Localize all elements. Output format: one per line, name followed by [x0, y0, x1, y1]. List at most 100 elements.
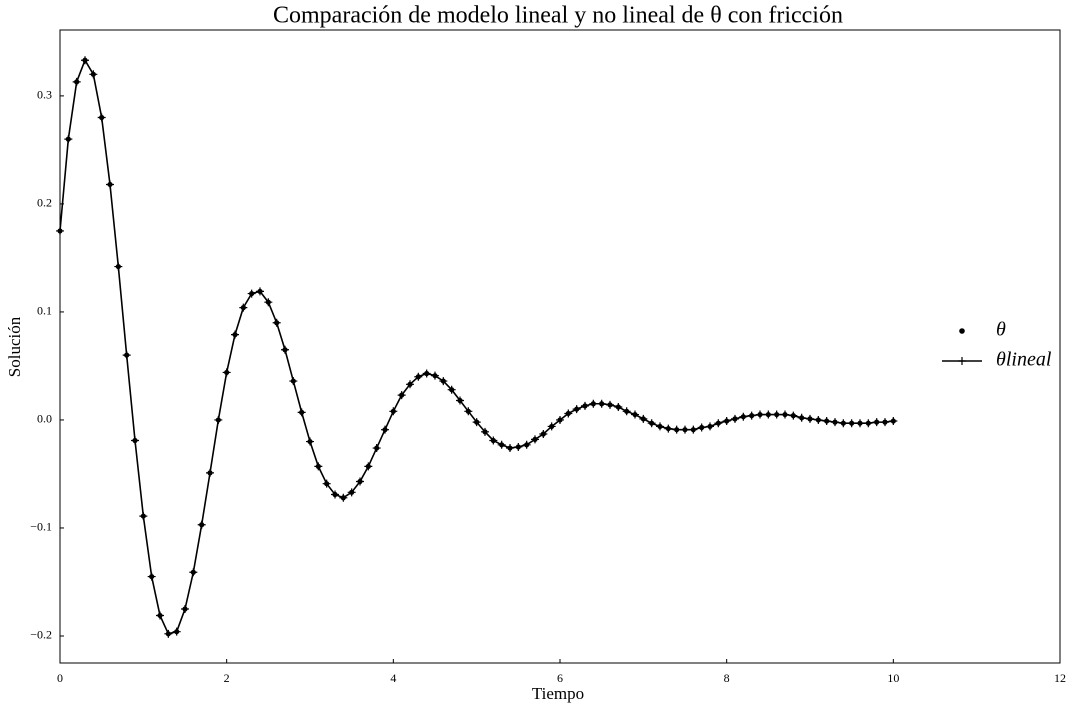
- plus-marker: [731, 414, 739, 423]
- plus-marker: [381, 425, 389, 434]
- plus-marker: [889, 417, 898, 426]
- plus-marker: [814, 415, 823, 424]
- plus-marker: [606, 400, 614, 409]
- plus-marker: [181, 604, 189, 613]
- chart-title: Comparación de modelo lineal y no lineal…: [273, 3, 843, 29]
- plus-marker: [656, 422, 664, 431]
- plus-marker: [256, 287, 264, 296]
- y-tick-label: 0.1: [37, 304, 52, 318]
- plus-marker: [422, 369, 431, 378]
- legend-marker: [959, 328, 965, 334]
- plus-marker: [481, 427, 489, 436]
- plus-marker: [372, 444, 381, 453]
- plus-marker: [756, 410, 764, 419]
- y-tick-label: −0.2: [30, 628, 52, 642]
- plus-marker: [206, 468, 214, 477]
- plus-marker: [64, 135, 73, 144]
- plus-marker: [197, 520, 206, 529]
- plus-marker: [631, 410, 639, 419]
- plus-marker: [697, 423, 706, 432]
- plus-marker: [539, 429, 548, 438]
- plus-marker: [414, 372, 423, 381]
- plus-marker: [406, 380, 414, 389]
- plus-marker: [89, 70, 98, 79]
- legend-label: θlineal: [996, 349, 1052, 371]
- plus-marker: [589, 399, 598, 408]
- plus-marker: [806, 414, 814, 423]
- x-tick-label: 12: [1054, 671, 1066, 685]
- plus-marker: [431, 371, 439, 380]
- plus-marker: [614, 402, 623, 411]
- plus-marker: [72, 77, 81, 86]
- plus-marker: [489, 436, 498, 445]
- plus-marker: [364, 462, 373, 471]
- plus-marker: [547, 422, 556, 431]
- plus-marker: [647, 419, 656, 428]
- plus-marker: [531, 435, 539, 444]
- plus-marker: [664, 424, 673, 433]
- plus-marker: [114, 262, 123, 271]
- plus-marker: [739, 412, 748, 421]
- plus-marker: [322, 479, 331, 488]
- plus-marker: [572, 405, 581, 414]
- plus-marker: [139, 512, 148, 521]
- plus-marker: [306, 437, 314, 446]
- plus-marker: [56, 226, 64, 235]
- plus-marker: [172, 627, 181, 636]
- x-tick-label: 8: [724, 671, 730, 685]
- legend-marker: [958, 357, 966, 365]
- plus-marker: [872, 418, 881, 427]
- plus-marker: [122, 351, 131, 360]
- plot-frame: [59, 29, 1061, 664]
- plus-marker: [564, 409, 573, 418]
- plus-marker: [164, 629, 173, 638]
- plus-marker: [772, 410, 781, 419]
- plus-marker: [789, 411, 798, 420]
- plus-marker: [864, 419, 873, 428]
- plus-marker: [639, 414, 648, 423]
- plus-marker: [389, 407, 398, 416]
- plus-marker: [514, 442, 523, 451]
- plus-marker: [681, 425, 689, 434]
- plus-marker: [506, 444, 514, 453]
- plus-marker: [447, 385, 456, 394]
- y-tick-label: −0.1: [30, 520, 52, 534]
- plus-marker: [597, 399, 606, 408]
- x-axis-label: Tiempo: [532, 684, 584, 703]
- plus-marker: [706, 422, 714, 431]
- plus-marker: [106, 180, 114, 189]
- plus-marker: [131, 436, 139, 445]
- plus-marker: [556, 415, 564, 424]
- plus-marker: [764, 410, 773, 419]
- plus-marker: [147, 572, 156, 581]
- plus-marker: [856, 419, 864, 428]
- plus-marker: [722, 417, 731, 426]
- plus-marker: [847, 419, 856, 428]
- plus-marker: [347, 488, 356, 497]
- plus-marker: [81, 56, 89, 65]
- plus-marker: [464, 407, 473, 416]
- legend-label: θ: [996, 319, 1006, 341]
- plus-marker: [439, 377, 448, 386]
- plus-marker: [331, 490, 339, 499]
- y-tick-label: 0.2: [37, 196, 52, 210]
- x-tick-label: 10: [887, 671, 899, 685]
- plus-marker: [189, 568, 198, 577]
- plus-marker: [797, 413, 806, 422]
- series-line: [59, 58, 894, 635]
- x-tick-label: 2: [224, 671, 230, 685]
- x-tick-label: 0: [57, 671, 63, 685]
- x-tick-label: 6: [557, 671, 563, 685]
- plus-marker: [839, 419, 848, 428]
- y-tick-label: 0.3: [37, 88, 52, 102]
- plus-marker: [689, 425, 698, 434]
- plus-marker: [222, 368, 231, 377]
- plus-marker: [214, 415, 223, 424]
- plus-marker: [356, 477, 364, 486]
- plus-marker: [156, 611, 164, 620]
- plus-marker: [339, 493, 348, 502]
- plus-marker: [497, 440, 506, 449]
- plus-marker: [297, 408, 306, 417]
- plus-marker: [822, 417, 831, 426]
